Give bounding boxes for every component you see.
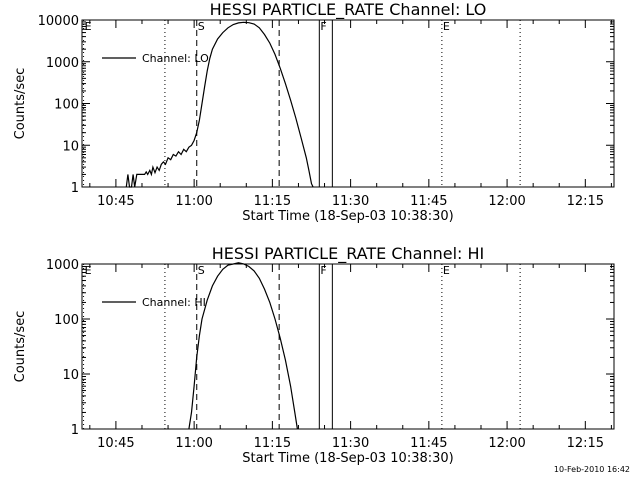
marker-label: E bbox=[443, 20, 450, 33]
series-line-1 bbox=[125, 21, 314, 188]
chart-panel-2: HESSI PARTICLE_RATE Channel: HI 1 10 100 100… bbox=[13, 244, 615, 466]
y-tick-label: 1 bbox=[71, 423, 79, 438]
chart-panel-1: HESSI PARTICLE_RATE Channel: LO 1 10 100 100… bbox=[13, 0, 615, 224]
plot-frame bbox=[81, 263, 615, 430]
marker-label: E bbox=[85, 264, 92, 277]
x-tick-label: 11:45 bbox=[410, 436, 447, 451]
x-tick-label: 12:15 bbox=[567, 194, 604, 209]
x-tick-label: 10:45 bbox=[97, 436, 134, 451]
y-tick-label: 1000 bbox=[46, 258, 79, 273]
plot-frame bbox=[81, 19, 615, 188]
x-tick-label: 11:45 bbox=[410, 194, 447, 209]
marker-label: E bbox=[443, 264, 450, 277]
x-tick-label: 12:00 bbox=[488, 436, 525, 451]
x-tick-label: 12:00 bbox=[488, 194, 525, 209]
y-axis-label: Counts/sec bbox=[13, 68, 28, 140]
x-tick-label: 11:15 bbox=[254, 194, 291, 209]
chart-title: HESSI PARTICLE_RATE Channel: HI bbox=[212, 244, 485, 264]
chart-title: HESSI PARTICLE_RATE Channel: LO bbox=[210, 0, 487, 20]
x-tick-label: 11:30 bbox=[332, 194, 369, 209]
marker-label: E bbox=[85, 20, 92, 33]
y-tick-label: 100 bbox=[54, 313, 79, 328]
y-tick-label: 1 bbox=[71, 181, 79, 196]
x-tick-label: 11:30 bbox=[332, 436, 369, 451]
x-tick-label: 11:00 bbox=[175, 436, 212, 451]
y-tick-label: 10000 bbox=[38, 14, 79, 29]
x-axis-label: Start Time (18-Sep-03 10:38:30) bbox=[242, 451, 453, 466]
legend-label: Channel: LO bbox=[142, 52, 209, 65]
marker-label: S bbox=[198, 20, 205, 33]
x-tick-label: 11:00 bbox=[175, 194, 212, 209]
y-tick-label: 10 bbox=[62, 368, 79, 383]
series-line-1 bbox=[188, 262, 298, 430]
marker-label: S bbox=[198, 264, 205, 277]
y-tick-label: 1000 bbox=[46, 56, 79, 71]
y-tick-label: 10 bbox=[62, 139, 79, 154]
y-tick-label: 100 bbox=[54, 98, 79, 113]
x-tick-label: 11:15 bbox=[254, 436, 291, 451]
marker-label: F bbox=[320, 20, 326, 33]
x-axis-label: Start Time (18-Sep-03 10:38:30) bbox=[242, 209, 453, 224]
x-tick-label: 12:15 bbox=[567, 436, 604, 451]
legend-label: Channel: HI bbox=[142, 296, 206, 309]
x-tick-label: 10:45 bbox=[97, 194, 134, 209]
marker-label: F bbox=[320, 264, 326, 277]
footer-timestamp: 10-Feb-2010 16:42 bbox=[553, 465, 630, 474]
y-axis-label: Counts/sec bbox=[13, 311, 28, 383]
